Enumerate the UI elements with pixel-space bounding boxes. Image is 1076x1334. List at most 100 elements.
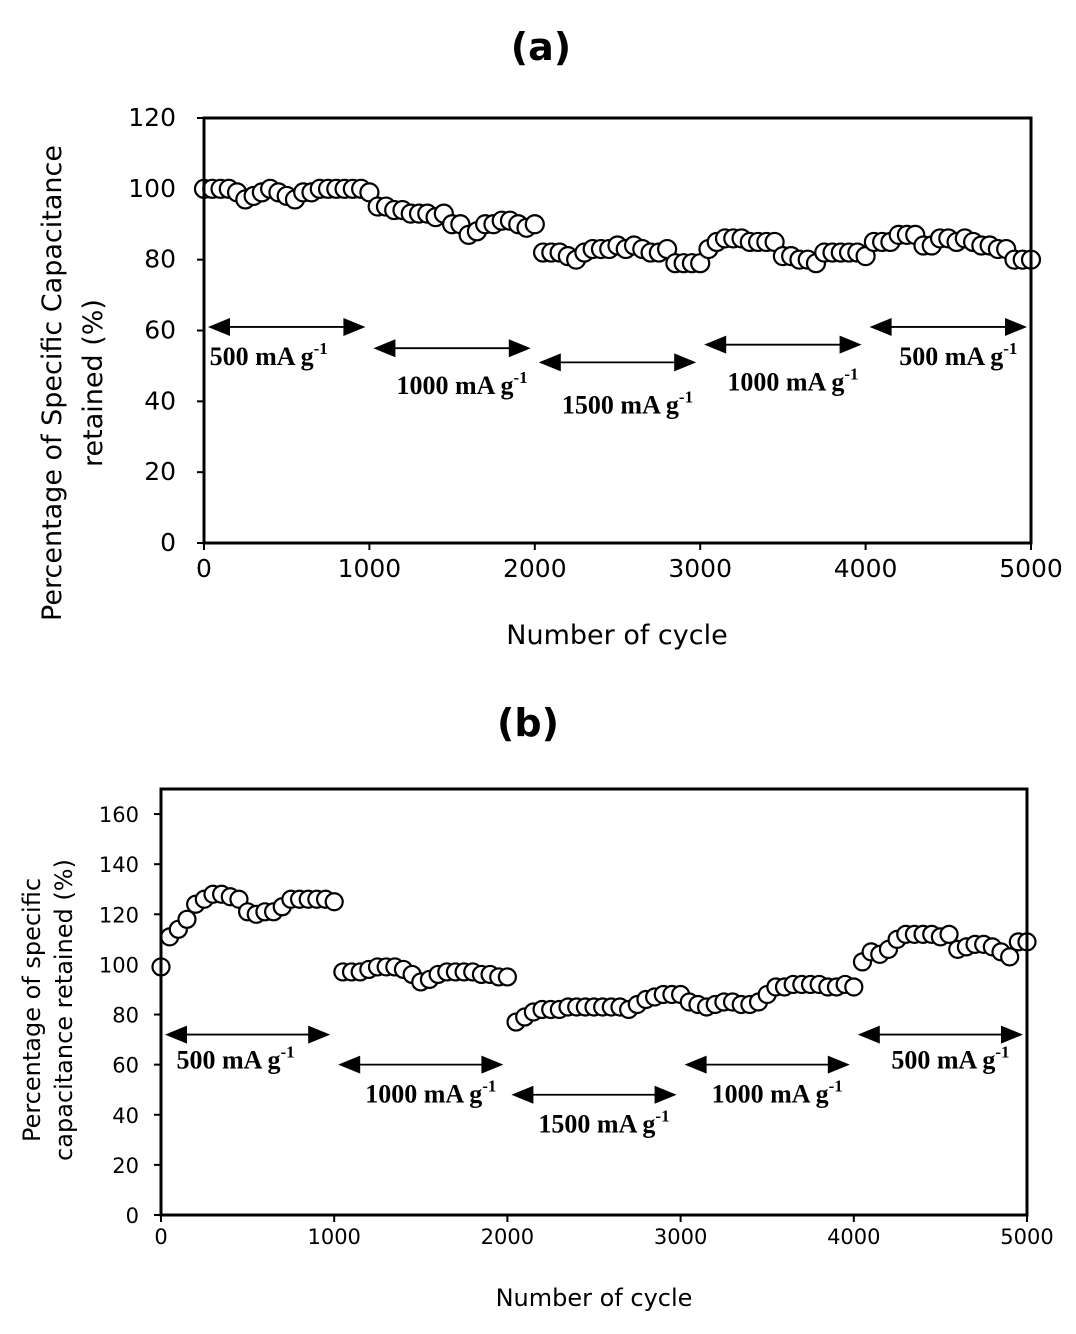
panel-b-y-axis-title-line-2: capacitance retained (%) [50, 859, 78, 1161]
panel-b-x-tick-label: 5000 [1000, 1225, 1053, 1249]
panel-b-chart: (b) Percentage of specific capacitance r… [18, 701, 1054, 1312]
panel-b-y-tick-label: 120 [99, 903, 139, 927]
rate-arrow-left-head [511, 1085, 534, 1104]
panel-b-x-tick-label: 4000 [827, 1225, 880, 1249]
rate-arrow-right-head [1005, 317, 1027, 336]
panel-b-y-tick-label: 40 [112, 1104, 139, 1128]
rate-arrow-right-head [508, 339, 531, 358]
panel-b-rate-annotation: 1000 mA g-1 [684, 1055, 850, 1109]
panel-a-x-tick-label: 1000 [338, 554, 402, 583]
panel-a-data-point [524, 214, 545, 235]
panel-b-rate-annotation: 500 mA g-1 [857, 1025, 1023, 1075]
rate-arrow-left-head [373, 339, 396, 358]
rate-label: 500 mA g-1 [891, 1043, 1009, 1075]
rate-arrow-left-head [684, 1055, 707, 1074]
rate-arrow-right-head [654, 1085, 677, 1104]
panel-b-y-tick-label: 60 [112, 1054, 139, 1078]
panel-b-y-tick-label: 20 [112, 1154, 139, 1178]
rate-label-text: 1000 mA g [712, 1080, 829, 1109]
rate-arrow-right-head [343, 317, 366, 336]
panel-a-y-tick-label: 100 [128, 174, 176, 203]
rate-arrow-left-head [165, 1025, 187, 1044]
panel-a-y-tick-label: 80 [144, 245, 176, 274]
rate-label-superscript: -1 [314, 339, 328, 358]
rate-label: 1000 mA g-1 [727, 365, 858, 397]
panel-b-rate-annotation: 500 mA g-1 [165, 1025, 331, 1075]
panel-a-y-tick-label: 40 [144, 386, 176, 415]
rate-label-superscript: -1 [829, 1077, 843, 1096]
panel-b-label: (b) [497, 701, 559, 745]
panel-a-rate-annotation: 1500 mA g-1 [538, 353, 697, 419]
rate-label-text: 500 mA g [899, 342, 1003, 371]
panel-b-x-tick-label: 2000 [481, 1225, 534, 1249]
panel-b-rate-annotation: 1000 mA g-1 [338, 1055, 504, 1109]
rate-label-superscript: -1 [1003, 339, 1017, 358]
rate-label-text: 1500 mA g [562, 390, 679, 419]
panel-a-x-tick-label: 3000 [668, 554, 732, 583]
rate-arrow-left-head [538, 353, 561, 372]
panel-b-data-point [324, 892, 344, 912]
rate-label: 1000 mA g-1 [397, 368, 528, 400]
rate-label-superscript: -1 [679, 387, 693, 406]
panel-b-y-tick-label: 140 [99, 853, 139, 877]
panel-b-y-tick-label: 0 [126, 1204, 139, 1228]
panel-a-label: (a) [511, 25, 571, 69]
panel-a-y-axis-title-line-1: Percentage of Specific Capacitance [37, 145, 68, 621]
rate-arrow-left-head [857, 1025, 880, 1044]
rate-label: 1000 mA g-1 [712, 1077, 843, 1109]
panel-a-y-axis-title-line-2: retained (%) [78, 299, 109, 467]
rate-label: 500 mA g-1 [177, 1043, 295, 1075]
rate-arrow-left-head [338, 1055, 361, 1074]
rate-arrow-right-head [839, 335, 862, 354]
panel-b-data-point [1000, 947, 1020, 967]
rate-label: 500 mA g-1 [210, 339, 328, 371]
panel-b-data-point [939, 924, 959, 944]
panel-b-y-axis-title: Percentage of specific capacitance retai… [18, 859, 78, 1161]
rate-label-superscript: -1 [995, 1043, 1009, 1062]
rate-label-text: 1500 mA g [538, 1110, 655, 1139]
panel-a-rate-annotation: 500 mA g-1 [208, 317, 366, 371]
panel-b-x-tick-label: 1000 [307, 1225, 360, 1249]
panel-b-rate-annotation: 1500 mA g-1 [511, 1085, 677, 1139]
panel-a-plot-frame [202, 116, 1033, 545]
panel-a-x-tick-label: 5000 [999, 554, 1063, 583]
panel-a-rate-annotation: 1000 mA g-1 [704, 335, 862, 397]
panel-b-x-tick-label: 3000 [654, 1225, 707, 1249]
rate-label-text: 500 mA g [891, 1046, 995, 1075]
panel-a-rate-annotation: 1000 mA g-1 [373, 339, 531, 400]
panel-b-data-point [497, 967, 517, 987]
rate-label-text: 500 mA g [210, 342, 314, 371]
rate-label-text: 1000 mA g [397, 371, 514, 400]
panel-a-x-tick-label: 2000 [503, 554, 567, 583]
panel-a-y-tick-label: 0 [160, 528, 176, 557]
rate-label-text: 1000 mA g [365, 1080, 482, 1109]
panel-b-x-tick-label: 0 [154, 1225, 167, 1249]
rate-arrow-right-head [674, 353, 697, 372]
panel-b-data-point [844, 977, 864, 997]
rate-arrow-right-head [308, 1025, 331, 1044]
panel-b-data-point [177, 909, 197, 929]
rate-label-superscript: -1 [281, 1043, 295, 1062]
rate-arrow-right-head [481, 1055, 504, 1074]
rate-label-superscript: -1 [655, 1107, 669, 1126]
rate-label-superscript: -1 [482, 1077, 496, 1096]
panel-b-y-tick-label: 160 [99, 803, 139, 827]
panel-a-x-tick-label: 0 [196, 554, 212, 583]
rate-arrow-left-head [704, 335, 727, 354]
rate-arrow-right-head [827, 1055, 850, 1074]
panel-b-x-axis-title: Number of cycle [496, 1284, 693, 1312]
rate-arrow-right-head [1001, 1025, 1023, 1044]
panel-a-chart: (a) Percentage of Specific Capacitance r… [37, 25, 1063, 651]
rate-label-superscript: -1 [844, 365, 858, 384]
panel-a-x-axis-title: Number of cycle [506, 620, 727, 651]
rate-arrow-left-head [869, 317, 892, 336]
panel-a-rate-annotation: 500 mA g-1 [869, 317, 1027, 371]
rate-label: 1000 mA g-1 [365, 1077, 496, 1109]
panel-a-y-tick-label: 120 [128, 103, 176, 132]
panel-b-y-axis-title-line-1: Percentage of specific [18, 878, 46, 1142]
rate-label: 1500 mA g-1 [562, 387, 693, 419]
panel-a-y-tick-label: 60 [144, 316, 176, 345]
rate-label: 1500 mA g-1 [538, 1107, 669, 1139]
rate-label: 500 mA g-1 [899, 339, 1017, 371]
